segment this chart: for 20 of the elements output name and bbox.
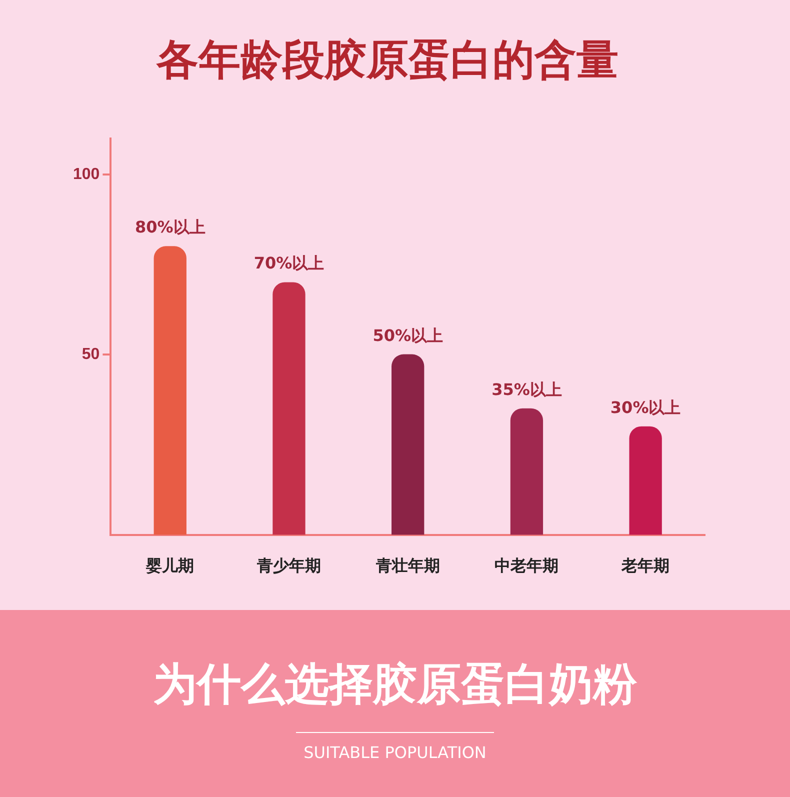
bar [629, 426, 662, 535]
data-label: 50%以上 [372, 326, 443, 345]
text: SUITABLE POPULATION [296, 732, 494, 762]
y-tick-label: 100 [72, 166, 100, 183]
x-tick-label: 青壮年期 [374, 556, 440, 575]
bar [510, 408, 544, 535]
text: 为什么选择胶原蛋白奶粉 [153, 658, 637, 712]
x-tick-label: 老年期 [620, 556, 670, 575]
data-label: 30%以上 [610, 398, 681, 417]
x-tick-label: 青少年期 [256, 556, 321, 575]
x-tick-label: 中老年期 [494, 556, 559, 575]
data-label: 80%以上 [134, 218, 206, 237]
x-tick-label: 婴儿期 [145, 556, 194, 575]
bar [272, 282, 306, 535]
chart-title: 各年龄段胶原蛋白的含量 [156, 35, 618, 84]
data-label: 70%以上 [254, 254, 324, 273]
bar [154, 246, 186, 535]
data-label: 35%以上 [492, 380, 562, 399]
bar [392, 354, 424, 535]
y-tick-label: 50 [82, 346, 100, 364]
